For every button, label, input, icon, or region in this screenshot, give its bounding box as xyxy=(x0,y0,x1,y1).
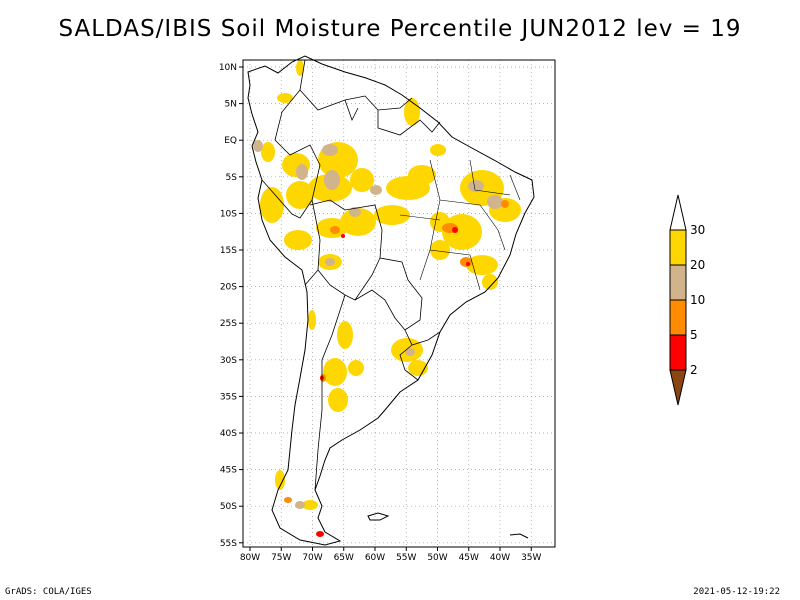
south-georgia xyxy=(509,533,529,539)
brazil-state-borders xyxy=(399,159,521,291)
colorbar-top-cap xyxy=(669,194,687,231)
lat-tick-label: EQ xyxy=(224,136,237,146)
lon-tick-label: 40W xyxy=(490,553,510,563)
colorbar-bottom-cap xyxy=(669,369,687,406)
map-title: SALDAS/IBIS Soil Moisture Percentile JUN… xyxy=(58,16,742,42)
lat-tick-label: 10S xyxy=(220,209,237,219)
graticule xyxy=(243,60,555,547)
lat-tick-label: 5N xyxy=(225,100,237,110)
south-america-coastline xyxy=(247,55,535,546)
colorbar-level-label: 30 xyxy=(690,223,705,237)
colorbar-segment xyxy=(669,299,687,336)
lat-tick-label: 35S xyxy=(220,392,237,402)
colorbar-level-label: 10 xyxy=(690,293,705,307)
lon-tick-label: 45W xyxy=(459,553,479,563)
lat-tick-label: 25S xyxy=(220,319,237,329)
lat-tick-label: 55S xyxy=(220,539,237,549)
lat-tick-label: 20S xyxy=(220,283,237,293)
lat-tick-label: 45S xyxy=(220,466,237,476)
lat-tick-label: 30S xyxy=(220,356,237,366)
lat-tick-label: 40S xyxy=(220,429,237,439)
footer-timestamp: 2021-05-12-19:22 xyxy=(693,587,780,597)
colorbar-level-label: 2 xyxy=(690,363,698,377)
colorbar-legend: 30 20 10 5 2 xyxy=(669,194,705,406)
colorbar-segment xyxy=(669,334,687,371)
colorbar-level-label: 5 xyxy=(690,328,698,342)
lon-tick-label: 35W xyxy=(521,553,541,563)
footer-credit: GrADS: COLA/IGES xyxy=(5,587,92,597)
country-borders xyxy=(261,59,441,491)
lon-tick-label: 65W xyxy=(334,553,354,563)
colorbar-segment xyxy=(669,264,687,301)
colorbar-level-label: 20 xyxy=(690,258,705,272)
colorbar-segment xyxy=(669,229,687,266)
lat-tick-label: 10N xyxy=(219,63,237,73)
lon-tick-label: 75W xyxy=(271,553,291,563)
coastline-and-borders xyxy=(247,55,535,546)
lon-tick-label: 80W xyxy=(240,553,260,563)
map-frame xyxy=(242,59,556,548)
lat-tick-label: 15S xyxy=(220,246,237,256)
axis-tick-labels: 80W 75W 70W 65W 60W 55W 50W 45W 40W 35W 10N 5N EQ 5S 1… xyxy=(219,63,542,563)
lon-tick-label: 70W xyxy=(302,553,322,563)
lat-tick-label: 5S xyxy=(226,173,238,183)
lon-tick-label: 50W xyxy=(427,553,447,563)
lon-tick-label: 60W xyxy=(365,553,385,563)
percentile-shading xyxy=(253,60,521,537)
falkland-islands xyxy=(367,512,390,521)
lon-tick-label: 55W xyxy=(396,553,416,563)
lat-tick-label: 50S xyxy=(220,502,237,512)
